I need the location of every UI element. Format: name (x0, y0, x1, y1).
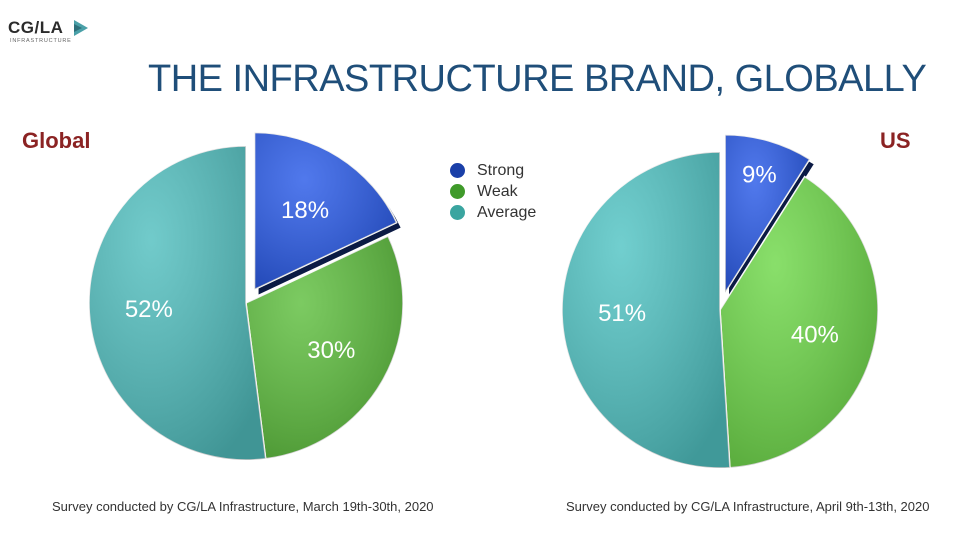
global-label-average: 52% (125, 296, 173, 323)
us-slice-strong-shading (725, 134, 810, 293)
legend-label-strong: Strong (477, 161, 525, 179)
us-label-weak: 40% (791, 321, 839, 348)
global-slice-strong-shading (254, 132, 397, 290)
page-title: THE INFRASTRUCTURE BRAND, GLOBALLY (148, 58, 927, 100)
legend-label-weak: Weak (477, 182, 518, 200)
logo-subtext: INFRASTRUCTURE (10, 38, 72, 44)
us-slice-weak-shading (720, 176, 879, 468)
survey-caption-global: Survey conducted by CG/LA Infrastructure… (52, 499, 434, 514)
cgla-logo: CG/LA INFRASTRUCTURE (8, 18, 88, 48)
legend-label-average: Average (477, 203, 537, 221)
us-chart-title: US (880, 128, 911, 153)
global-pie: 18% 30% 52% (88, 131, 404, 461)
global-slice-average-shading (89, 146, 266, 460)
global-label-weak: 30% (307, 337, 355, 364)
global-label-strong: 18% (281, 197, 329, 224)
us-label-average: 51% (598, 300, 646, 327)
logo-text: CG/LA (8, 18, 64, 37)
legend-item-strong: Strong (450, 160, 536, 181)
legend-item-weak: Weak (450, 181, 536, 202)
global-slice-weak-shading (246, 236, 403, 459)
legend-dot-average (450, 205, 465, 220)
legend-item-average: Average (450, 202, 536, 223)
survey-caption-us: Survey conducted by CG/LA Infrastructure… (566, 499, 930, 514)
global-chart-title: Global (22, 128, 91, 153)
logo-arrow-icon (74, 20, 88, 36)
legend-dot-weak (450, 184, 465, 199)
us-label-strong: 9% (742, 161, 777, 188)
us-slice-average-shading (562, 152, 730, 468)
us-pie: 9% 40% 51% (561, 133, 879, 469)
legend: Strong Weak Average (450, 160, 536, 223)
legend-dot-strong (450, 163, 465, 178)
